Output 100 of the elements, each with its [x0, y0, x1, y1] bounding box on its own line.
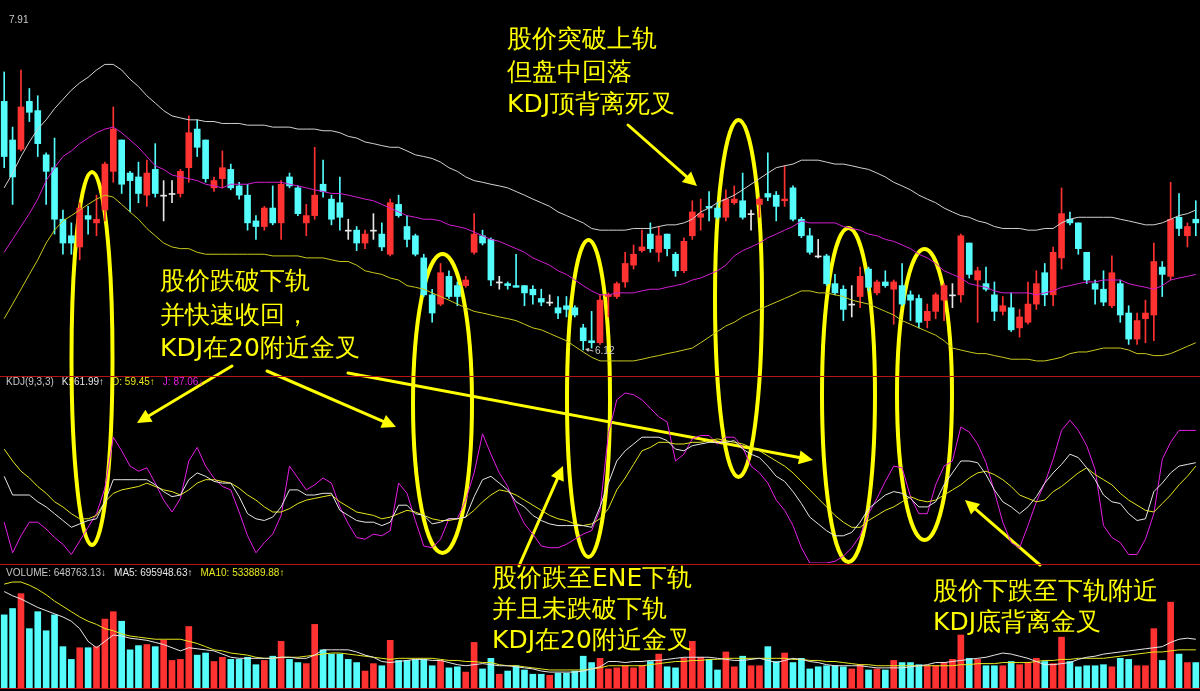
annotation: 股价跌至ENE下轨 — [492, 562, 693, 592]
chart-title: KDJ(9,3,3) — [6, 375, 54, 387]
bar — [261, 660, 268, 689]
text: 股价突破上轨 — [507, 23, 657, 53]
annotation: 股价下跌至下轨附近 — [933, 575, 1158, 605]
bar — [135, 645, 142, 689]
annotation: 股价跌破下轨 — [160, 265, 310, 295]
bar — [1007, 661, 1015, 689]
bar — [151, 646, 159, 689]
bar — [428, 665, 436, 689]
candlestick — [168, 180, 176, 204]
bar — [789, 662, 797, 689]
bar — [370, 663, 377, 689]
bar — [1108, 666, 1116, 689]
bar — [949, 659, 956, 689]
bar — [747, 665, 755, 689]
bar — [210, 661, 218, 689]
text: 7.91 — [9, 13, 29, 25]
bar — [143, 644, 151, 689]
bar — [730, 666, 738, 689]
bar — [42, 630, 50, 689]
annotation: KDJ在20附近金叉 — [160, 332, 360, 362]
bar — [269, 655, 277, 689]
bar — [1058, 636, 1065, 689]
bar — [76, 647, 84, 689]
bar — [160, 639, 167, 689]
bar — [999, 665, 1007, 689]
candlestick — [537, 288, 545, 307]
bar — [495, 673, 503, 689]
bar — [537, 673, 545, 689]
bar — [109, 611, 117, 689]
bar — [1192, 662, 1200, 689]
bar — [772, 661, 780, 689]
bar — [546, 674, 553, 689]
bar — [286, 659, 293, 689]
bar — [781, 652, 788, 689]
candlestick — [68, 222, 75, 255]
bar — [244, 656, 251, 689]
bar — [93, 646, 100, 689]
bar — [714, 669, 721, 689]
candlestick — [747, 209, 755, 231]
bar — [840, 666, 847, 689]
bar — [672, 667, 679, 689]
bar — [1100, 664, 1107, 689]
annotation: KDJ顶背离死叉 — [507, 88, 676, 118]
bar — [378, 665, 386, 689]
bar — [521, 669, 528, 689]
bar — [118, 620, 126, 689]
candlestick — [84, 206, 92, 235]
bar — [647, 661, 654, 689]
bar — [1158, 660, 1166, 689]
bar — [881, 669, 889, 689]
bar — [437, 660, 444, 689]
bar — [51, 614, 58, 689]
bar — [1041, 661, 1049, 689]
bar — [227, 659, 235, 689]
bar — [1184, 662, 1191, 689]
annotation: KDJ底背离金叉 — [933, 606, 1102, 636]
bar — [1091, 665, 1099, 689]
bar — [982, 665, 990, 689]
bar — [907, 662, 914, 689]
bar — [504, 670, 512, 689]
candlestick — [881, 270, 889, 288]
annotation: 并且未跌破下轨 — [492, 593, 667, 623]
bar — [655, 653, 663, 689]
bar — [386, 639, 394, 689]
bar — [965, 657, 973, 689]
bar — [1167, 601, 1174, 689]
chart-title: VOLUME: 648763.13↓ — [6, 566, 107, 578]
bar — [991, 665, 998, 689]
bar — [328, 653, 335, 689]
annotation: KDJ在20附近金叉 — [492, 624, 692, 654]
bar — [219, 656, 226, 689]
bar — [756, 665, 763, 689]
text: J: 87.06↓ — [162, 375, 204, 387]
bar — [1016, 664, 1023, 689]
bar — [974, 659, 981, 689]
bar — [462, 671, 470, 689]
bar — [1142, 665, 1149, 689]
bar — [59, 646, 67, 689]
bar — [68, 659, 75, 689]
candlestick — [1192, 200, 1200, 237]
candlestick — [512, 253, 520, 288]
bar — [252, 664, 260, 689]
text: MA10: 533889.88↑ — [200, 566, 285, 578]
bar — [663, 666, 671, 689]
bar — [865, 669, 872, 689]
bar — [84, 647, 92, 689]
annotation: 但盘中回落 — [507, 56, 632, 86]
bar — [294, 662, 302, 689]
bar — [395, 660, 402, 689]
bar — [848, 668, 856, 689]
bar — [454, 666, 461, 689]
text: MA5: 695948.63↑ — [114, 566, 193, 578]
candlestick — [1158, 261, 1166, 297]
candlestick — [890, 279, 898, 325]
bar — [1133, 665, 1141, 689]
bar — [739, 655, 746, 689]
bar — [1033, 657, 1040, 689]
bar — [479, 668, 486, 689]
